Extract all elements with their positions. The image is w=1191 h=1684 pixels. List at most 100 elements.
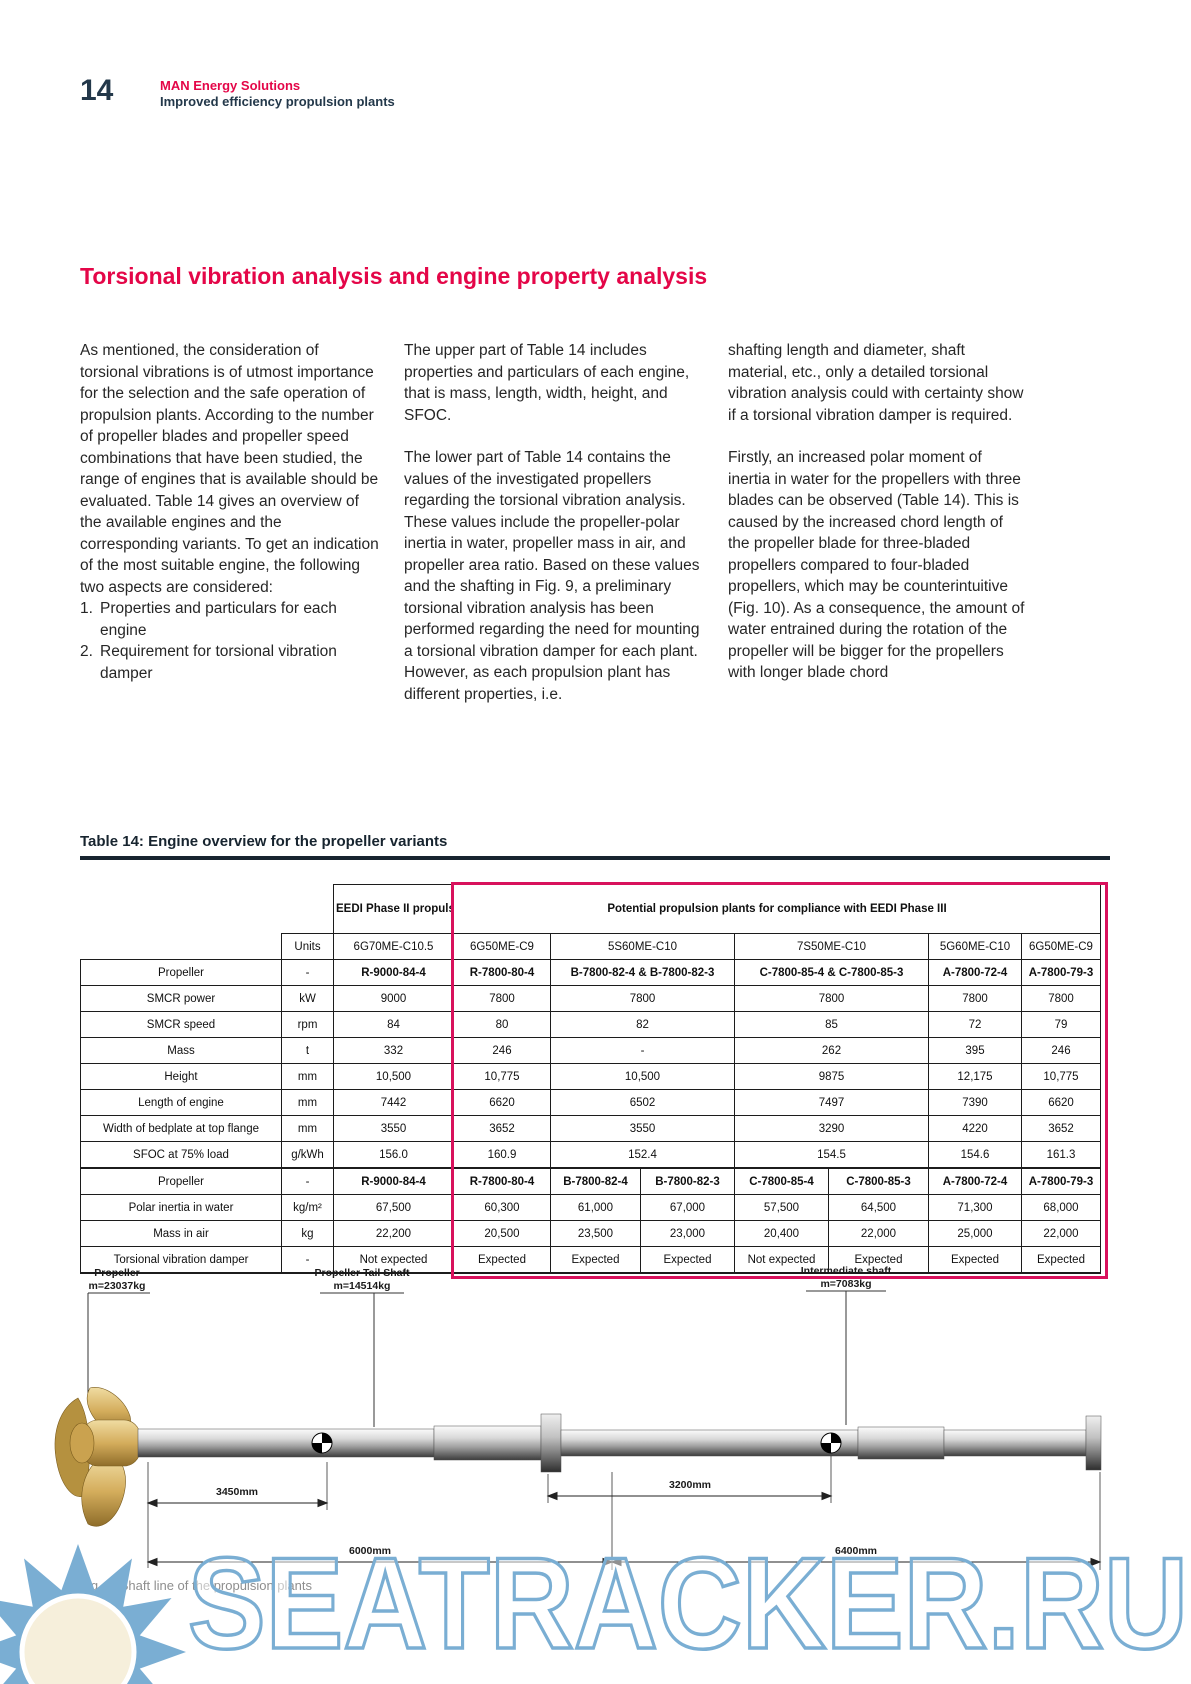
table-cell: 152.4 bbox=[550, 1141, 735, 1169]
table-cell: 7390 bbox=[928, 1089, 1022, 1116]
watermark-text: SEATRACKER.RU bbox=[188, 1530, 1188, 1676]
table-cell: 64,500 bbox=[828, 1194, 929, 1221]
unit-cell: mm bbox=[281, 1089, 334, 1116]
table-cell: C-7800-85-4 bbox=[734, 1167, 829, 1195]
intermediate-shaft-mass-label: m=7083kg bbox=[820, 1278, 871, 1290]
dim-3200: 3200mm bbox=[669, 1479, 711, 1491]
text-column-1: As mentioned, the consideration of torsi… bbox=[80, 340, 379, 726]
table-cell: 61,000 bbox=[550, 1194, 641, 1221]
table-row: SMCR speed rpm 84 80 82 85 72 79 bbox=[80, 1011, 1101, 1038]
table-cell: 10,775 bbox=[1021, 1063, 1101, 1090]
table-cell: 6502 bbox=[550, 1089, 735, 1116]
paragraph: Firstly, an increased polar moment of in… bbox=[728, 449, 1025, 681]
table-cell: B-7800-82-4 bbox=[550, 1167, 641, 1195]
table-cell: 9000 bbox=[333, 985, 454, 1012]
paragraph: The upper part of Table 14 includes prop… bbox=[404, 342, 690, 424]
table-row: Height mm 10,500 10,775 10,500 9875 12,1… bbox=[80, 1063, 1101, 1090]
table-cell: 68,000 bbox=[1021, 1194, 1101, 1221]
table-cell: 10,500 bbox=[333, 1063, 454, 1090]
table-cell: 154.5 bbox=[734, 1141, 929, 1169]
table-row: Propeller - R-9000-84-4 R-7800-80-4 B-78… bbox=[80, 959, 1101, 986]
list-number: 1. bbox=[80, 600, 93, 617]
table-cell: Not expected bbox=[333, 1246, 454, 1274]
paragraph: shafting length and diameter, shaft mate… bbox=[728, 342, 1024, 424]
tail-shaft-mass-label: m=14514kg bbox=[334, 1280, 391, 1292]
table-row: Torsional vibration damper - Not expecte… bbox=[80, 1246, 1101, 1274]
table-cell: 22,200 bbox=[333, 1220, 454, 1247]
document-subtitle: Improved efficiency propulsion plants bbox=[160, 94, 395, 109]
table-cell: 7497 bbox=[734, 1089, 929, 1116]
table-cell: 25,000 bbox=[928, 1220, 1022, 1247]
table-cell: 395 bbox=[928, 1037, 1022, 1064]
table-cell: 20,500 bbox=[453, 1220, 551, 1247]
unit-cell: kg/m² bbox=[281, 1194, 334, 1221]
unit-cell: kg bbox=[281, 1220, 334, 1247]
row-label: Polar inertia in water bbox=[80, 1194, 282, 1221]
unit-cell: - bbox=[281, 959, 334, 986]
table-cell: Expected bbox=[453, 1246, 551, 1274]
table-cell: 82 bbox=[550, 1011, 735, 1038]
table-row: SFOC at 75% load g/kWh 156.0 160.9 152.4… bbox=[80, 1141, 1101, 1169]
text-column-3: shafting length and diameter, shaft mate… bbox=[728, 340, 1027, 726]
leader-lines bbox=[87, 1290, 886, 1427]
row-label: Height bbox=[80, 1063, 282, 1090]
dim-6000: 6000mm bbox=[349, 1545, 391, 1557]
table-cell: B-7800-82-4 & B-7800-82-3 bbox=[550, 959, 735, 986]
table-cell: 6620 bbox=[453, 1089, 551, 1116]
table-cell: 7800 bbox=[734, 985, 929, 1012]
engine-header: 5G60ME-C10 bbox=[928, 933, 1022, 960]
table-cell: A-7800-79-3 bbox=[1021, 1167, 1101, 1195]
table-row: Width of bedplate at top flange mm 3550 … bbox=[80, 1115, 1101, 1142]
table-cell: A-7800-72-4 bbox=[928, 959, 1022, 986]
table-cell: Expected bbox=[828, 1246, 929, 1274]
table-cell: Expected bbox=[928, 1246, 1022, 1274]
unit-cell: rpm bbox=[281, 1011, 334, 1038]
table-row: Mass t 332 246 - 262 395 246 bbox=[80, 1037, 1101, 1064]
table-cell: 57,500 bbox=[734, 1194, 829, 1221]
table-cell: R-7800-80-4 bbox=[453, 959, 551, 986]
table-cell: 246 bbox=[1021, 1037, 1101, 1064]
table-row: Polar inertia in water kg/m² 67,500 60,3… bbox=[80, 1194, 1101, 1221]
row-label: Mass in air bbox=[80, 1220, 282, 1247]
table-cell: 60,300 bbox=[453, 1194, 551, 1221]
unit-cell: mm bbox=[281, 1063, 334, 1090]
table-cell: R-9000-84-4 bbox=[333, 1167, 454, 1195]
table-cell: 20,400 bbox=[734, 1220, 829, 1247]
list-item: 1. Properties and particulars for each e… bbox=[80, 598, 379, 641]
dim-3450: 3450mm bbox=[216, 1486, 258, 1498]
table-cell: 23,500 bbox=[550, 1220, 641, 1247]
list-number: 2. bbox=[80, 643, 93, 660]
table-row: Mass in air kg 22,200 20,500 23,500 23,0… bbox=[80, 1220, 1101, 1247]
table-cell: 71,300 bbox=[928, 1194, 1022, 1221]
table-cell: 3550 bbox=[333, 1115, 454, 1142]
table-cell: 72 bbox=[928, 1011, 1022, 1038]
table-cell: Expected bbox=[640, 1246, 735, 1274]
table-cell: 22,000 bbox=[828, 1220, 929, 1247]
units-header: Units bbox=[281, 933, 334, 960]
body-columns: As mentioned, the consideration of torsi… bbox=[80, 340, 1028, 726]
row-label: Torsional vibration damper bbox=[80, 1246, 282, 1274]
unit-cell: g/kWh bbox=[281, 1141, 334, 1169]
table-row: SMCR power kW 9000 7800 7800 7800 7800 7… bbox=[80, 985, 1101, 1012]
row-label: SMCR speed bbox=[80, 1011, 282, 1038]
engine-header: 6G50ME-C9 bbox=[453, 933, 551, 960]
row-label: Propeller bbox=[80, 1167, 282, 1195]
shaft-drawing bbox=[137, 1413, 1102, 1473]
table-row: EEDI Phase II propulsion plant Potential… bbox=[81, 884, 1101, 934]
engine-header: 6G70ME-C10.5 bbox=[333, 933, 454, 960]
engine-overview-table: EEDI Phase II propulsion plant Potential… bbox=[80, 884, 1101, 1274]
table-cell: 7800 bbox=[1021, 985, 1101, 1012]
page-number: 14 bbox=[80, 74, 114, 107]
table-cell bbox=[81, 885, 334, 934]
table-cell: 3652 bbox=[453, 1115, 551, 1142]
text-column-2: The upper part of Table 14 includes prop… bbox=[404, 340, 703, 726]
balance-markers bbox=[311, 1432, 842, 1454]
table-cell: 9875 bbox=[734, 1063, 929, 1090]
table-cell: 4220 bbox=[928, 1115, 1022, 1142]
propeller-drawing bbox=[54, 1387, 141, 1527]
table-cell: 80 bbox=[453, 1011, 551, 1038]
engine-header: 7S50ME-C10 bbox=[734, 933, 929, 960]
sun-logo-icon bbox=[0, 1544, 186, 1684]
list-text: Properties and particulars for each engi… bbox=[100, 600, 337, 639]
